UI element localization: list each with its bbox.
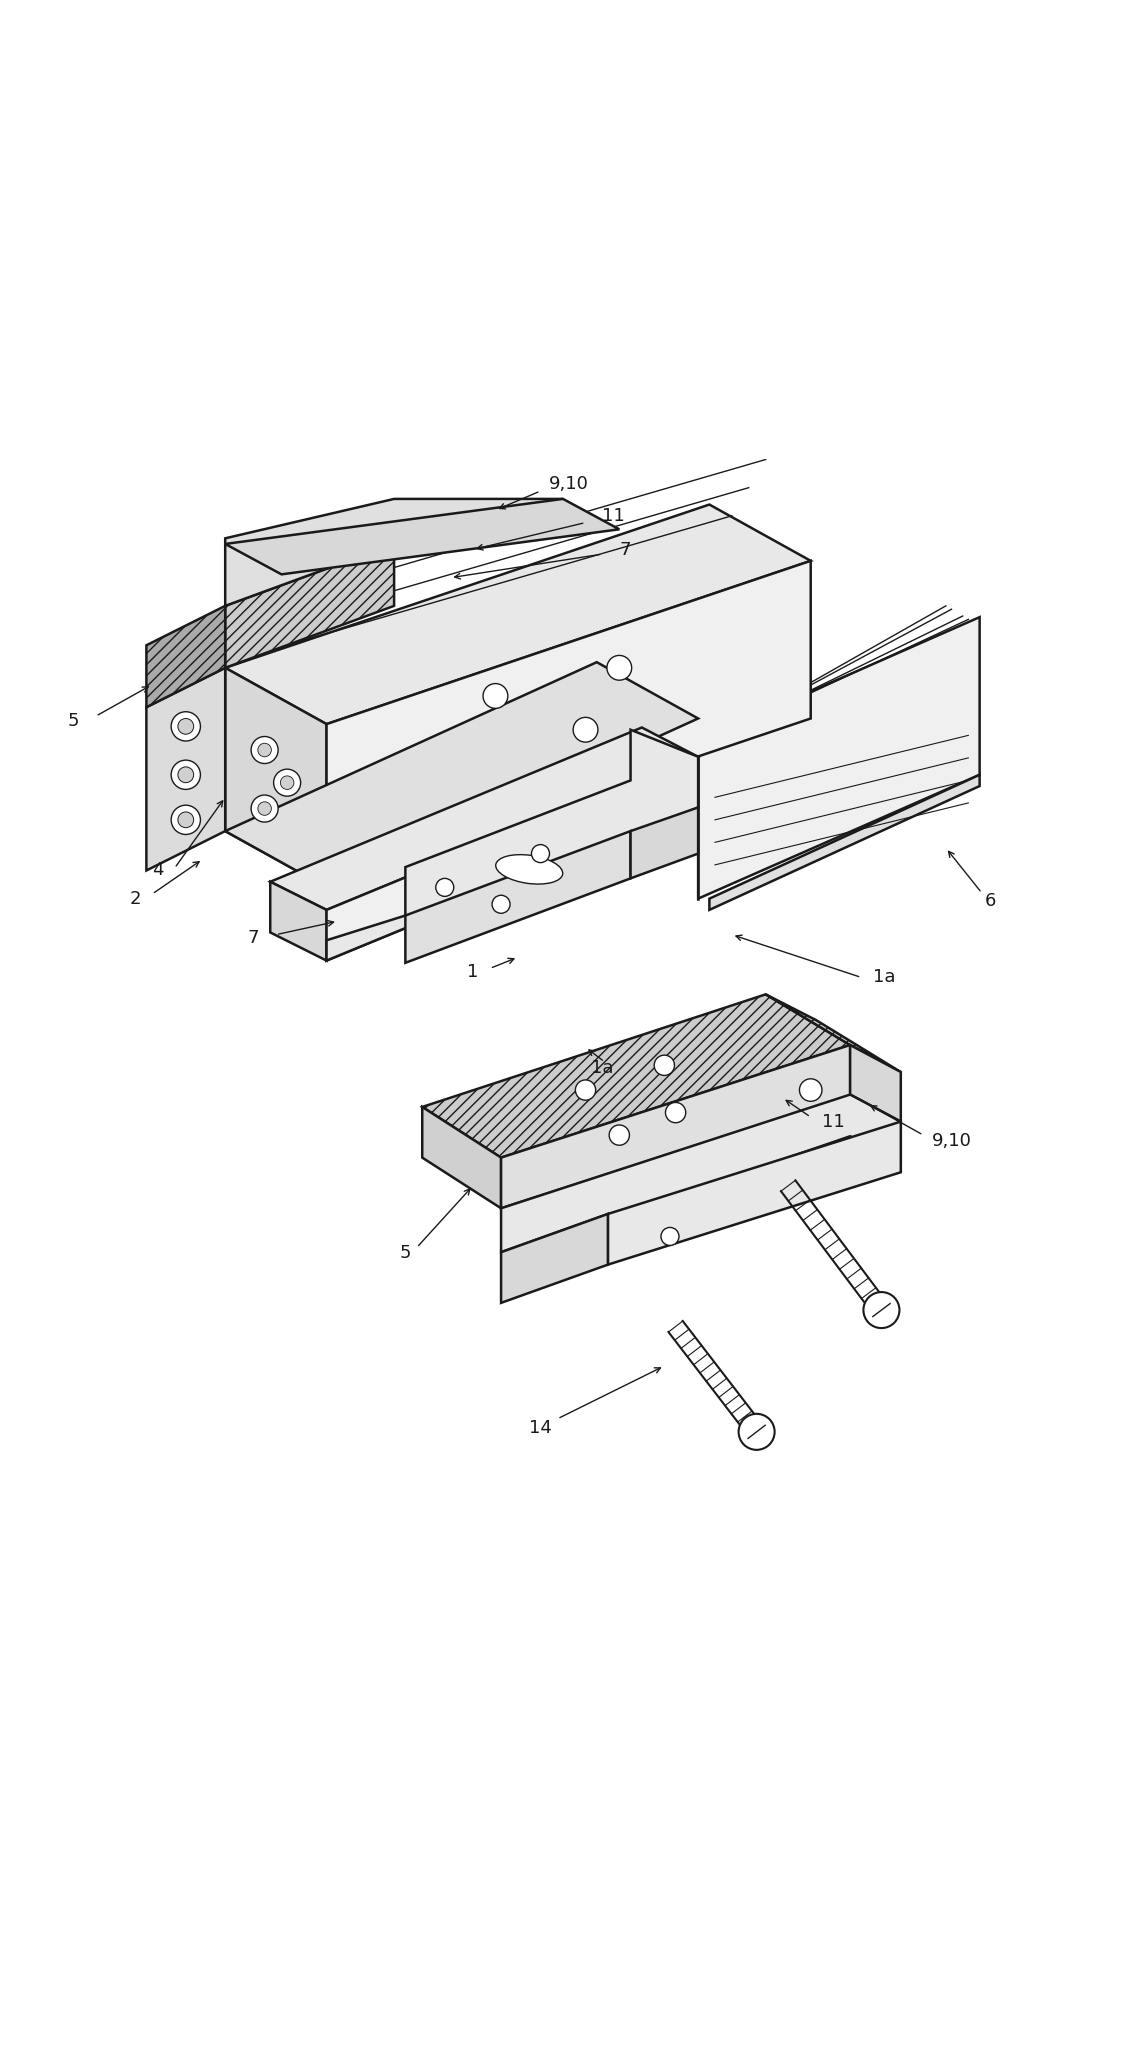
Circle shape: [171, 761, 200, 789]
Text: 11: 11: [822, 1112, 844, 1131]
Polygon shape: [501, 1045, 850, 1209]
Text: 14: 14: [529, 1419, 552, 1438]
Circle shape: [171, 712, 200, 740]
Text: 7: 7: [619, 540, 631, 558]
Circle shape: [436, 879, 454, 896]
Circle shape: [607, 656, 632, 681]
Polygon shape: [146, 605, 225, 708]
Polygon shape: [225, 669, 327, 888]
Text: 6: 6: [985, 892, 997, 910]
Polygon shape: [225, 499, 619, 575]
Polygon shape: [225, 505, 811, 724]
Polygon shape: [270, 728, 698, 910]
Circle shape: [531, 845, 549, 863]
Circle shape: [251, 736, 278, 763]
Circle shape: [251, 796, 278, 822]
Polygon shape: [327, 757, 698, 961]
Text: 4: 4: [152, 861, 163, 879]
Polygon shape: [405, 830, 631, 963]
Polygon shape: [225, 499, 563, 605]
Polygon shape: [501, 1094, 901, 1252]
Polygon shape: [422, 994, 850, 1157]
Circle shape: [799, 1080, 822, 1102]
Circle shape: [483, 683, 508, 708]
Circle shape: [280, 775, 294, 789]
Circle shape: [661, 1227, 679, 1245]
Text: 7: 7: [248, 928, 259, 947]
Text: 1a: 1a: [873, 969, 895, 986]
Polygon shape: [327, 560, 811, 881]
Circle shape: [864, 1292, 900, 1327]
Ellipse shape: [495, 855, 563, 883]
Polygon shape: [631, 808, 698, 879]
Polygon shape: [698, 618, 980, 898]
Polygon shape: [422, 1106, 501, 1209]
Polygon shape: [146, 669, 225, 871]
Circle shape: [492, 896, 510, 914]
Polygon shape: [850, 1045, 901, 1121]
Circle shape: [654, 1055, 674, 1076]
Circle shape: [575, 1080, 596, 1100]
Circle shape: [178, 812, 194, 828]
Circle shape: [739, 1413, 775, 1450]
Polygon shape: [270, 881, 327, 961]
Polygon shape: [225, 544, 394, 669]
Polygon shape: [709, 775, 980, 910]
Polygon shape: [608, 1121, 901, 1264]
Circle shape: [274, 769, 301, 796]
Text: 2: 2: [129, 890, 141, 908]
Circle shape: [609, 1125, 629, 1145]
Circle shape: [665, 1102, 686, 1123]
Text: 1: 1: [467, 963, 479, 982]
Polygon shape: [501, 1215, 608, 1303]
Circle shape: [258, 802, 271, 816]
Text: 9,10: 9,10: [548, 474, 589, 493]
Text: 1a: 1a: [591, 1059, 614, 1076]
Polygon shape: [225, 663, 698, 888]
Circle shape: [573, 718, 598, 742]
Text: 5: 5: [400, 1243, 411, 1262]
Polygon shape: [766, 994, 901, 1072]
Circle shape: [178, 718, 194, 734]
Text: 11: 11: [602, 507, 625, 526]
Circle shape: [258, 742, 271, 757]
Text: 9,10: 9,10: [931, 1131, 972, 1149]
Polygon shape: [327, 730, 698, 961]
Text: 5: 5: [68, 712, 79, 730]
Circle shape: [171, 806, 200, 834]
Circle shape: [178, 767, 194, 783]
